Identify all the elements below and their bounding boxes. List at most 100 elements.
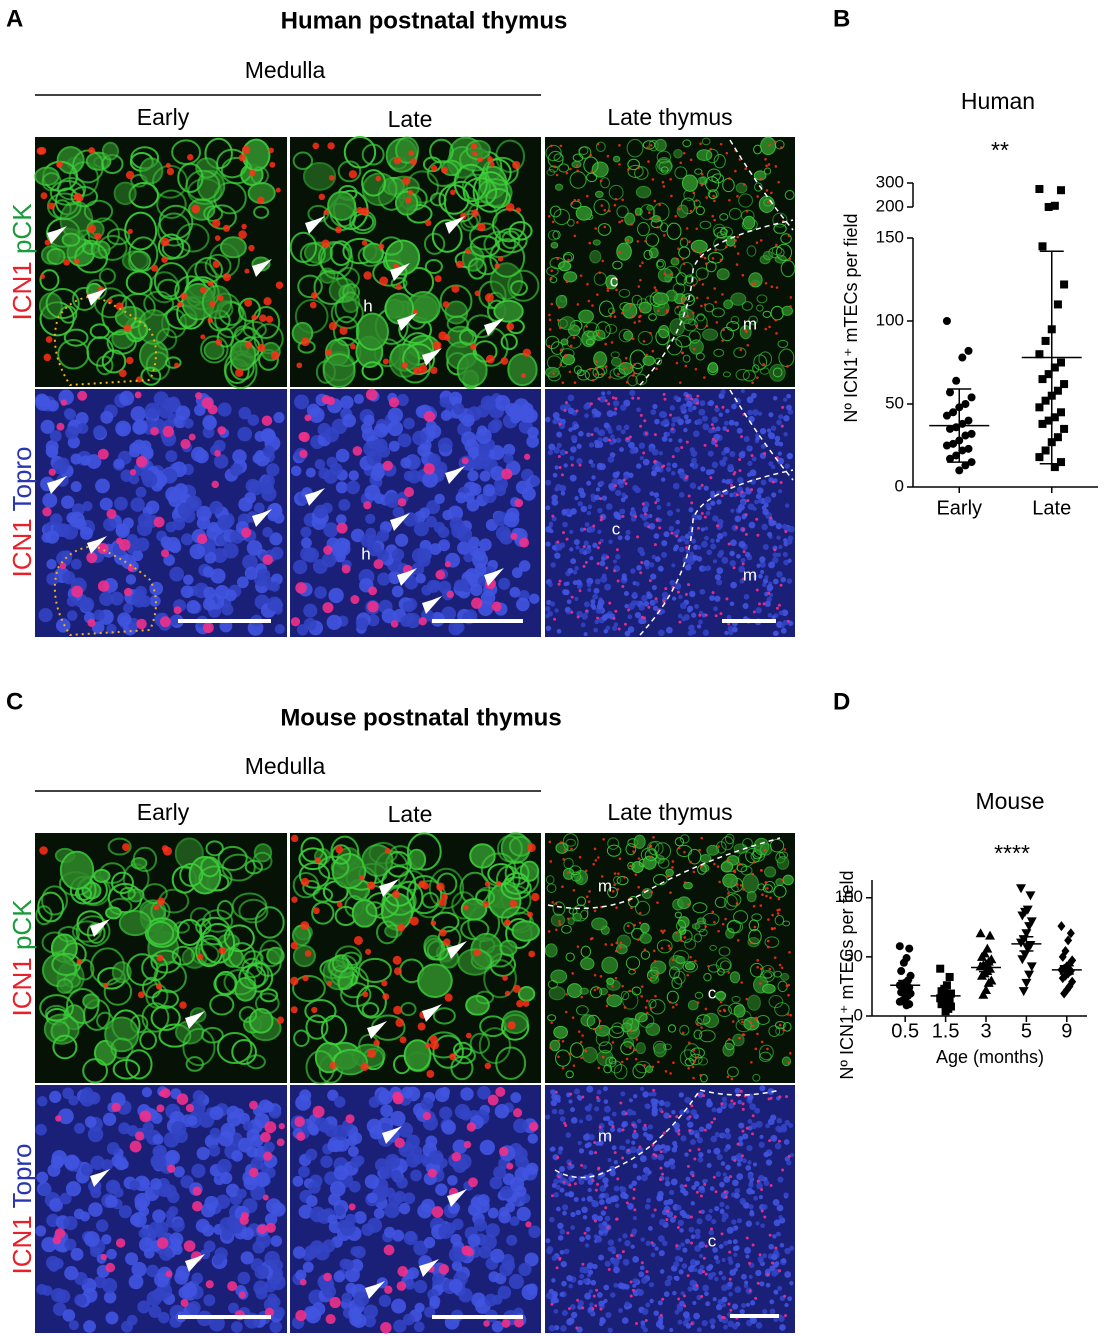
cell-dot <box>613 872 617 875</box>
cell-dot <box>756 376 759 380</box>
nucleus <box>672 482 680 490</box>
nucleus <box>503 453 514 464</box>
nucleus <box>305 1195 318 1207</box>
cell-outline <box>764 936 780 948</box>
nucleus <box>653 492 660 498</box>
nucleus <box>705 510 711 516</box>
cell-outline <box>760 136 777 156</box>
nucleus <box>706 549 713 556</box>
cell-outline <box>375 920 399 945</box>
cell-outline <box>707 168 721 182</box>
nucleus <box>253 502 265 514</box>
cell-dot <box>548 215 551 218</box>
nucleus <box>622 1233 628 1239</box>
nucleus <box>471 458 484 470</box>
cell-outline <box>327 954 358 979</box>
nucleus <box>648 447 654 453</box>
nucleus <box>646 593 653 600</box>
cell-outline <box>656 150 672 164</box>
cell-dot <box>643 419 647 423</box>
cell-dot <box>619 1101 623 1105</box>
nucleus <box>429 1295 441 1307</box>
cell-outline <box>547 229 560 241</box>
nucleus <box>68 1095 79 1106</box>
cell-dot <box>629 366 633 369</box>
nucleus <box>100 410 114 424</box>
nucleus <box>169 541 182 554</box>
nucleus <box>789 1245 795 1251</box>
cell-outline <box>625 843 637 856</box>
cell-dot <box>660 465 664 469</box>
cell-dot <box>759 177 763 181</box>
nucleus <box>641 1308 649 1315</box>
cell-dot <box>660 929 663 933</box>
cell-dot <box>781 878 785 882</box>
nucleus <box>477 1085 491 1100</box>
nucleus <box>620 497 626 503</box>
nucleus <box>657 629 665 637</box>
cell-dot <box>615 1254 619 1258</box>
cell-dot <box>634 873 638 876</box>
cell-dot <box>312 907 320 915</box>
nucleus <box>487 1207 499 1219</box>
micrograph <box>290 1085 541 1334</box>
cell-dot <box>359 875 365 881</box>
cell-dot <box>156 954 164 962</box>
cell-dot <box>714 614 718 618</box>
nucleus <box>172 517 186 531</box>
cell-dot <box>640 560 644 564</box>
cell-dot <box>136 376 143 383</box>
nucleus <box>554 608 559 613</box>
cell-dot <box>600 515 604 519</box>
cell-dot <box>295 1310 307 1322</box>
nucleus <box>679 1300 685 1307</box>
cell-dot <box>687 494 691 498</box>
cell-dot <box>690 397 694 401</box>
nucleus <box>302 1261 314 1273</box>
nucleus <box>624 603 629 609</box>
cell-dot <box>392 955 402 965</box>
cell-dot <box>740 981 744 984</box>
cell-outline <box>582 1046 598 1064</box>
nucleus <box>697 514 703 521</box>
cell-dot <box>621 585 625 589</box>
cell-dot <box>554 902 558 905</box>
cell-dot <box>73 192 82 202</box>
cell-outline <box>465 139 491 161</box>
cell-dot <box>765 894 768 898</box>
cell-dot <box>248 244 255 252</box>
cell-dot <box>409 158 417 166</box>
cell-dot <box>408 150 415 157</box>
cell-dot <box>443 938 451 946</box>
nucleus <box>628 1184 634 1189</box>
cell-dot <box>262 1194 269 1201</box>
nucleus <box>773 1289 779 1295</box>
nucleus <box>751 456 757 462</box>
nucleus <box>635 581 640 587</box>
cell-dot <box>661 180 665 184</box>
nucleus <box>613 1266 620 1274</box>
cell-outline <box>432 1007 456 1025</box>
cell-dot <box>382 993 390 1001</box>
cell-dot <box>438 898 447 907</box>
cell-dot <box>597 856 600 859</box>
nucleus <box>701 540 708 548</box>
cell-dot <box>685 227 689 230</box>
nucleus <box>624 534 631 541</box>
cell-outline <box>485 156 519 186</box>
nucleus <box>654 465 661 473</box>
nucleus <box>592 542 598 548</box>
cell-outline <box>227 942 256 969</box>
cell-dot <box>298 432 308 442</box>
nucleus <box>601 614 608 621</box>
cell-dot <box>561 381 565 385</box>
nucleus <box>388 440 400 452</box>
nucleus <box>393 1319 407 1333</box>
nucleus <box>202 598 216 611</box>
cell-dot <box>257 343 266 352</box>
cell-outline <box>41 172 62 192</box>
cell-dot <box>583 1231 587 1235</box>
cell-dot <box>735 902 739 905</box>
cell-outline <box>569 865 582 876</box>
cell-dot <box>392 1093 404 1105</box>
